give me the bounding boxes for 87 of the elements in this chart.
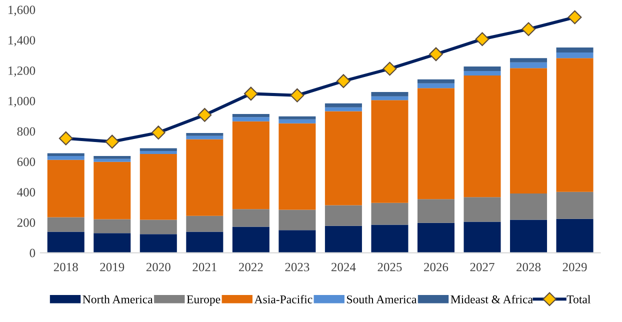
bar	[140, 154, 177, 220]
bar	[464, 75, 501, 198]
bar	[417, 199, 454, 223]
bar	[278, 116, 316, 120]
bar	[94, 219, 131, 234]
bar	[371, 202, 408, 225]
bar	[47, 217, 84, 232]
bar	[232, 121, 270, 210]
bar	[464, 71, 501, 76]
bar	[464, 222, 501, 253]
y-tick-label: 0	[30, 248, 36, 258]
bar	[417, 83, 454, 88]
bar	[278, 230, 316, 253]
bar	[510, 194, 548, 220]
bar	[417, 88, 454, 200]
bar	[371, 100, 408, 203]
bar	[186, 136, 224, 140]
y-tick-label: 1,000	[8, 96, 36, 108]
y-tick-label: 600	[17, 158, 36, 166]
bar	[324, 226, 362, 253]
y-tick-label: 1,400	[8, 36, 36, 46]
bar	[232, 226, 270, 253]
bar	[140, 150, 177, 154]
x-tick-label: 2021	[192, 262, 216, 272]
legend-label: North America	[82, 295, 153, 304]
bar	[94, 233, 131, 253]
bar	[324, 103, 362, 108]
bar	[510, 220, 548, 253]
bar	[556, 58, 594, 192]
bar	[94, 162, 131, 220]
bar	[232, 209, 270, 227]
bar	[232, 117, 270, 122]
bar	[464, 66, 501, 72]
bar	[324, 205, 362, 226]
legend-label: Asia-Pacific	[254, 294, 312, 304]
x-tick-label: 2025	[378, 262, 402, 272]
legend-label: Europe	[186, 296, 220, 306]
bar	[47, 232, 84, 253]
x-tick-label: 2029	[562, 262, 587, 272]
bar	[510, 62, 548, 68]
x-tick-label: 2024	[332, 262, 356, 272]
bar	[324, 107, 362, 112]
bar	[94, 156, 131, 159]
bar	[47, 153, 84, 156]
bar	[417, 222, 454, 253]
bar	[47, 160, 84, 218]
bar	[232, 114, 270, 118]
x-tick-label: 2027	[470, 262, 494, 272]
y-tick-label: 1,200	[8, 66, 36, 77]
y-tick-label: 800	[17, 127, 36, 136]
bar	[371, 96, 408, 100]
bar	[278, 119, 316, 124]
y-tick-label: 400	[17, 188, 36, 196]
y-tick-label: 200	[17, 218, 36, 227]
bar	[140, 234, 177, 253]
x-tick-label: 2023	[285, 262, 310, 272]
y-tick-label: 1,600	[8, 6, 36, 16]
bar	[278, 210, 316, 230]
legend-label: Mideast & Africa	[450, 294, 533, 304]
bar	[47, 156, 84, 160]
legend-label: Total	[566, 295, 591, 304]
bar	[371, 224, 408, 253]
bar	[186, 133, 224, 136]
legend-label: South America	[347, 295, 417, 304]
bar	[556, 52, 594, 58]
bar	[140, 220, 177, 234]
bar	[186, 139, 224, 216]
bar	[556, 47, 594, 53]
bar	[186, 216, 224, 232]
x-tick-label: 2020	[146, 262, 170, 272]
bar	[556, 218, 594, 253]
bar	[510, 58, 548, 62]
bar	[324, 111, 362, 206]
x-tick-label: 2028	[516, 262, 541, 272]
bar	[94, 158, 131, 162]
x-tick-label: 2026	[424, 262, 448, 272]
bar	[556, 192, 594, 219]
bar	[371, 92, 408, 96]
bar	[278, 123, 316, 210]
bar	[186, 232, 224, 253]
bar	[510, 68, 548, 194]
bar	[464, 197, 501, 222]
bar	[417, 79, 454, 84]
x-tick-label: 2022	[238, 262, 263, 272]
bar	[140, 148, 177, 151]
x-tick-label: 2018	[54, 262, 78, 272]
x-tick-label: 2019	[100, 262, 124, 272]
